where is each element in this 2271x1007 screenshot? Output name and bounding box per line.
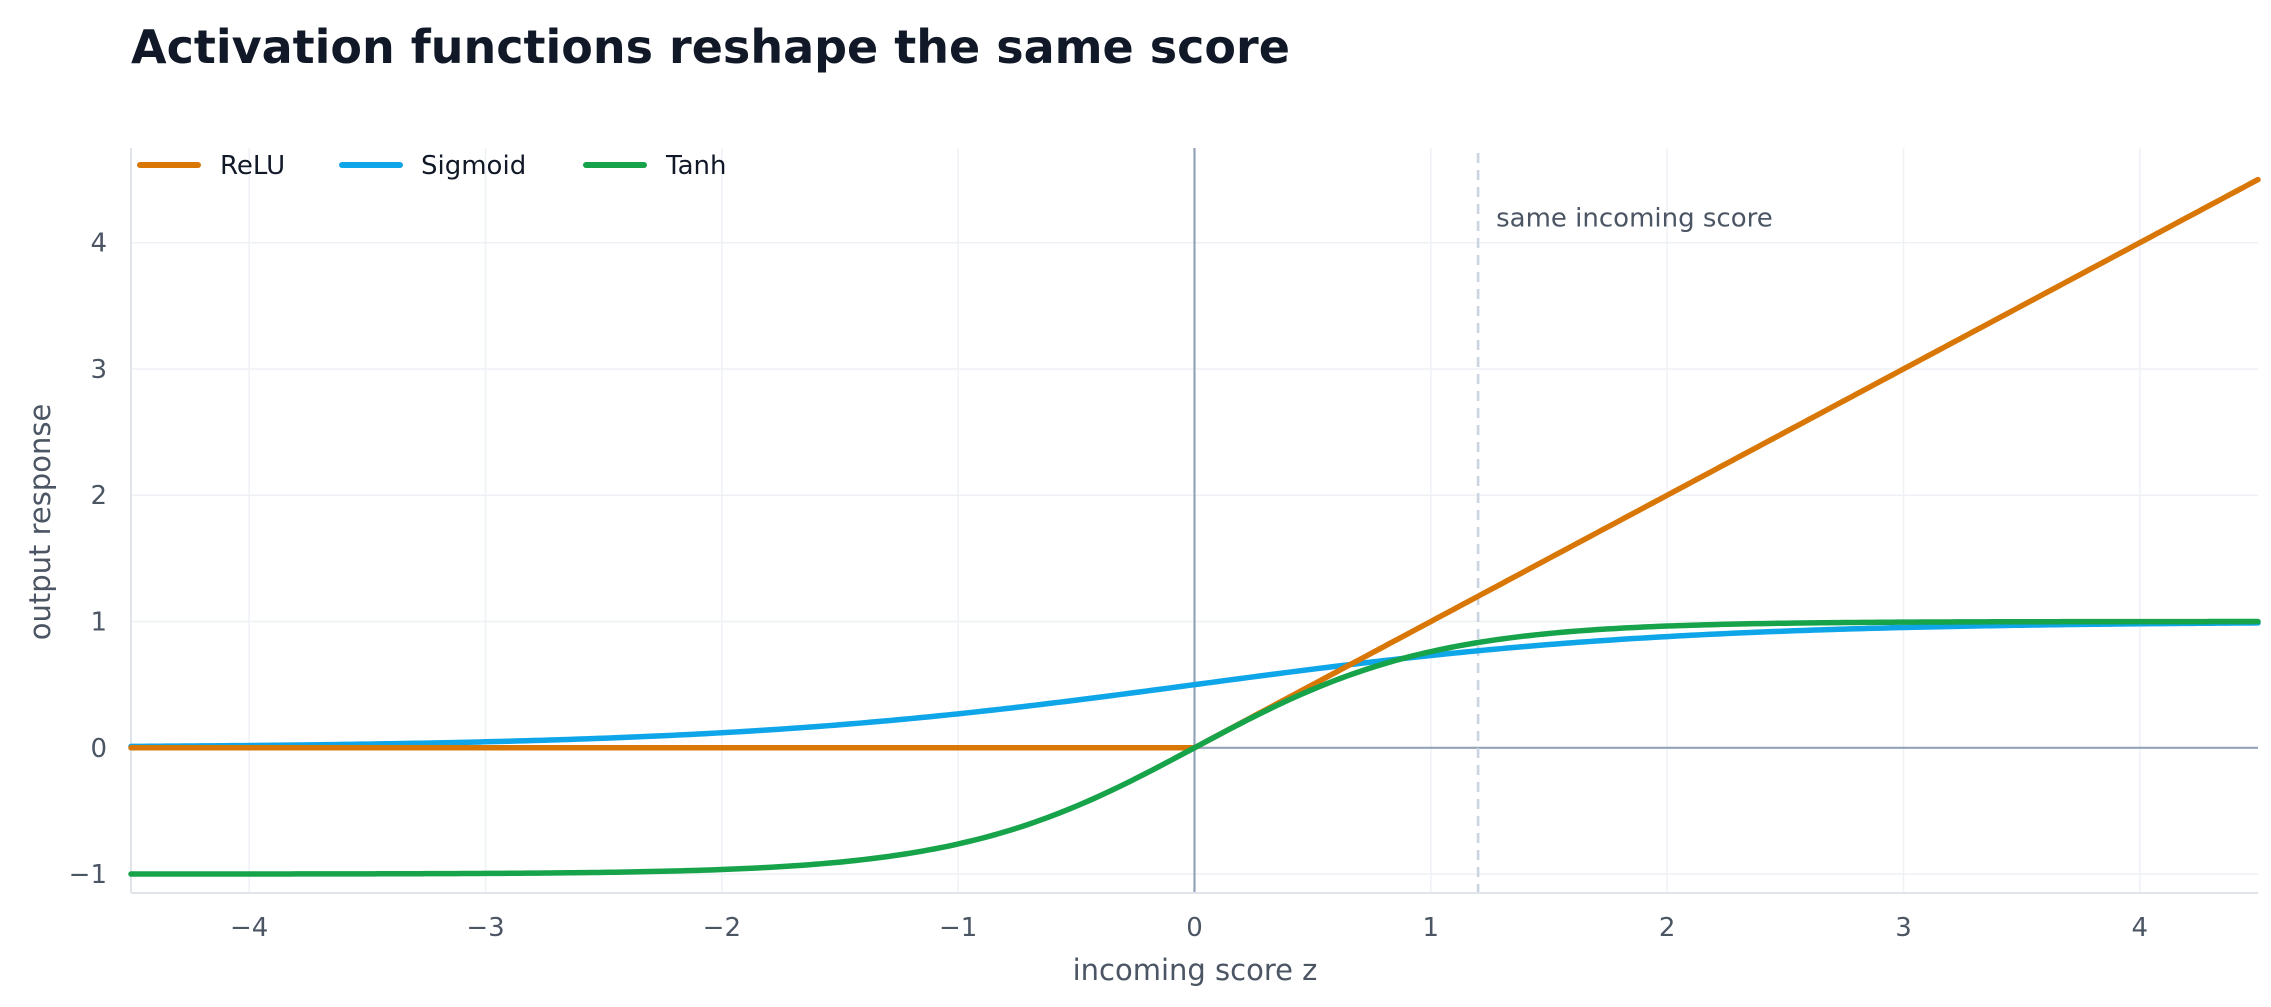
legend: ReLU Sigmoid Tanh [137, 151, 726, 181]
series-line-tanh [128, 618, 2261, 877]
legend-label: ReLU [220, 151, 285, 181]
x-tick-label: −1 [939, 913, 977, 943]
y-tick-label: −1 [69, 860, 107, 890]
x-tick-label: 2 [1659, 913, 1676, 943]
y-tick-label: 0 [90, 734, 107, 764]
series-line-sigmoid [128, 620, 2261, 750]
x-tick-label: −3 [466, 913, 504, 943]
legend-label: Tanh [665, 151, 726, 181]
legend-item-sigmoid: Sigmoid [339, 151, 526, 181]
y-tick-label: 1 [90, 608, 107, 638]
x-tick-label: 1 [1423, 913, 1440, 943]
legend-label: Sigmoid [421, 151, 526, 181]
legend-item-tanh: Tanh [583, 151, 726, 181]
series-group [128, 176, 2261, 877]
axes [130, 148, 2258, 894]
annotations: same incoming score [1496, 203, 1773, 233]
x-tick-label: −2 [703, 913, 741, 943]
annotation-label: same incoming score [1496, 203, 1773, 233]
y-tick-label: 3 [90, 355, 107, 385]
x-tick-label: 3 [1895, 913, 1912, 943]
x-tick-label: 0 [1186, 913, 1203, 943]
x-tick-label: −4 [230, 913, 268, 943]
x-tick-label: 4 [2132, 913, 2149, 943]
y-tick-labels: −1 0 1 2 3 4 [69, 229, 107, 890]
y-axis-label: output response [23, 404, 57, 641]
reference-lines [131, 148, 2258, 893]
x-axis-label: incoming score z [1073, 953, 1318, 987]
y-tick-label: 2 [90, 481, 107, 511]
x-tick-labels: −4 −3 −2 −1 0 1 2 3 4 [230, 913, 2148, 943]
legend-item-relu: ReLU [137, 151, 285, 181]
y-tick-label: 4 [90, 229, 107, 259]
chart-title: Activation functions reshape the same sc… [131, 20, 1290, 74]
